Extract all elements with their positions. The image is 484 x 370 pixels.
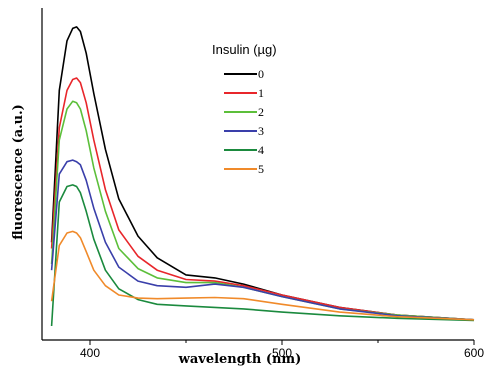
series-line-1 xyxy=(50,77,475,321)
legend-label-0: 0 xyxy=(258,67,264,81)
legend-label-4: 4 xyxy=(258,143,264,157)
x-tick-label: 400 xyxy=(80,346,100,360)
chart-legend: Insulin (µg) 0 1 2 3 4 5 xyxy=(212,42,277,176)
series-line-4 xyxy=(50,184,475,327)
legend-title: Insulin (µg) xyxy=(212,42,277,57)
series-line-5 xyxy=(50,230,475,321)
chart-axes xyxy=(41,8,474,341)
y-axis-label: fluorescence (a.u.) xyxy=(11,104,26,240)
series-line-3 xyxy=(50,159,475,321)
chart-series xyxy=(50,26,475,327)
chart-ticks: 400 500 600 xyxy=(80,340,484,360)
legend-label-5: 5 xyxy=(258,162,264,176)
x-tick-label: 600 xyxy=(464,346,484,360)
legend-label-3: 3 xyxy=(258,124,264,138)
legend-label-1: 1 xyxy=(258,86,264,100)
x-tick-label: 500 xyxy=(272,346,292,360)
legend-label-2: 2 xyxy=(258,105,264,119)
x-axis-label: wavelength (nm) xyxy=(178,352,302,367)
